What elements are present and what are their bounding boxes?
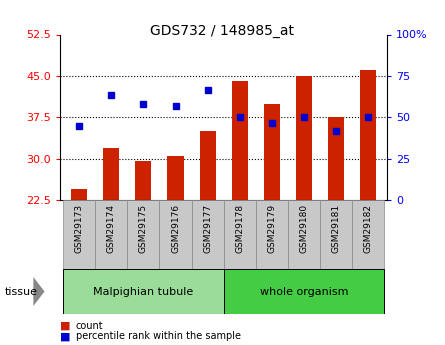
- Bar: [199, 131, 215, 200]
- Bar: [71, 189, 87, 200]
- Bar: [224, 200, 256, 269]
- Bar: [159, 200, 191, 269]
- Text: count: count: [76, 321, 103, 331]
- Text: GSM29177: GSM29177: [203, 204, 212, 253]
- Text: GSM29180: GSM29180: [299, 204, 308, 253]
- Polygon shape: [33, 277, 44, 306]
- Text: GSM29181: GSM29181: [332, 204, 340, 253]
- Bar: [328, 117, 344, 200]
- Bar: [264, 104, 280, 200]
- Bar: [63, 269, 224, 314]
- Text: Malpighian tubule: Malpighian tubule: [93, 287, 194, 296]
- Text: GDS732 / 148985_at: GDS732 / 148985_at: [150, 24, 295, 38]
- Bar: [320, 200, 352, 269]
- Bar: [256, 200, 288, 269]
- Text: GSM29173: GSM29173: [75, 204, 84, 253]
- Text: percentile rank within the sample: percentile rank within the sample: [76, 332, 241, 341]
- Text: GSM29178: GSM29178: [235, 204, 244, 253]
- Bar: [288, 200, 320, 269]
- Bar: [103, 148, 119, 200]
- Bar: [167, 156, 183, 200]
- Bar: [95, 200, 127, 269]
- Text: GSM29174: GSM29174: [107, 204, 116, 253]
- Text: tissue: tissue: [4, 287, 37, 296]
- Bar: [135, 161, 151, 200]
- Text: GSM29182: GSM29182: [364, 204, 372, 253]
- Bar: [296, 76, 312, 200]
- Text: ■: ■: [60, 332, 71, 341]
- Bar: [191, 200, 224, 269]
- Text: ■: ■: [60, 321, 71, 331]
- Bar: [127, 200, 159, 269]
- Bar: [360, 70, 376, 200]
- Bar: [232, 81, 248, 200]
- Bar: [63, 200, 95, 269]
- Text: GSM29179: GSM29179: [267, 204, 276, 253]
- Text: GSM29176: GSM29176: [171, 204, 180, 253]
- Text: whole organism: whole organism: [259, 287, 348, 296]
- Bar: [352, 200, 384, 269]
- Text: GSM29175: GSM29175: [139, 204, 148, 253]
- Bar: [224, 269, 384, 314]
